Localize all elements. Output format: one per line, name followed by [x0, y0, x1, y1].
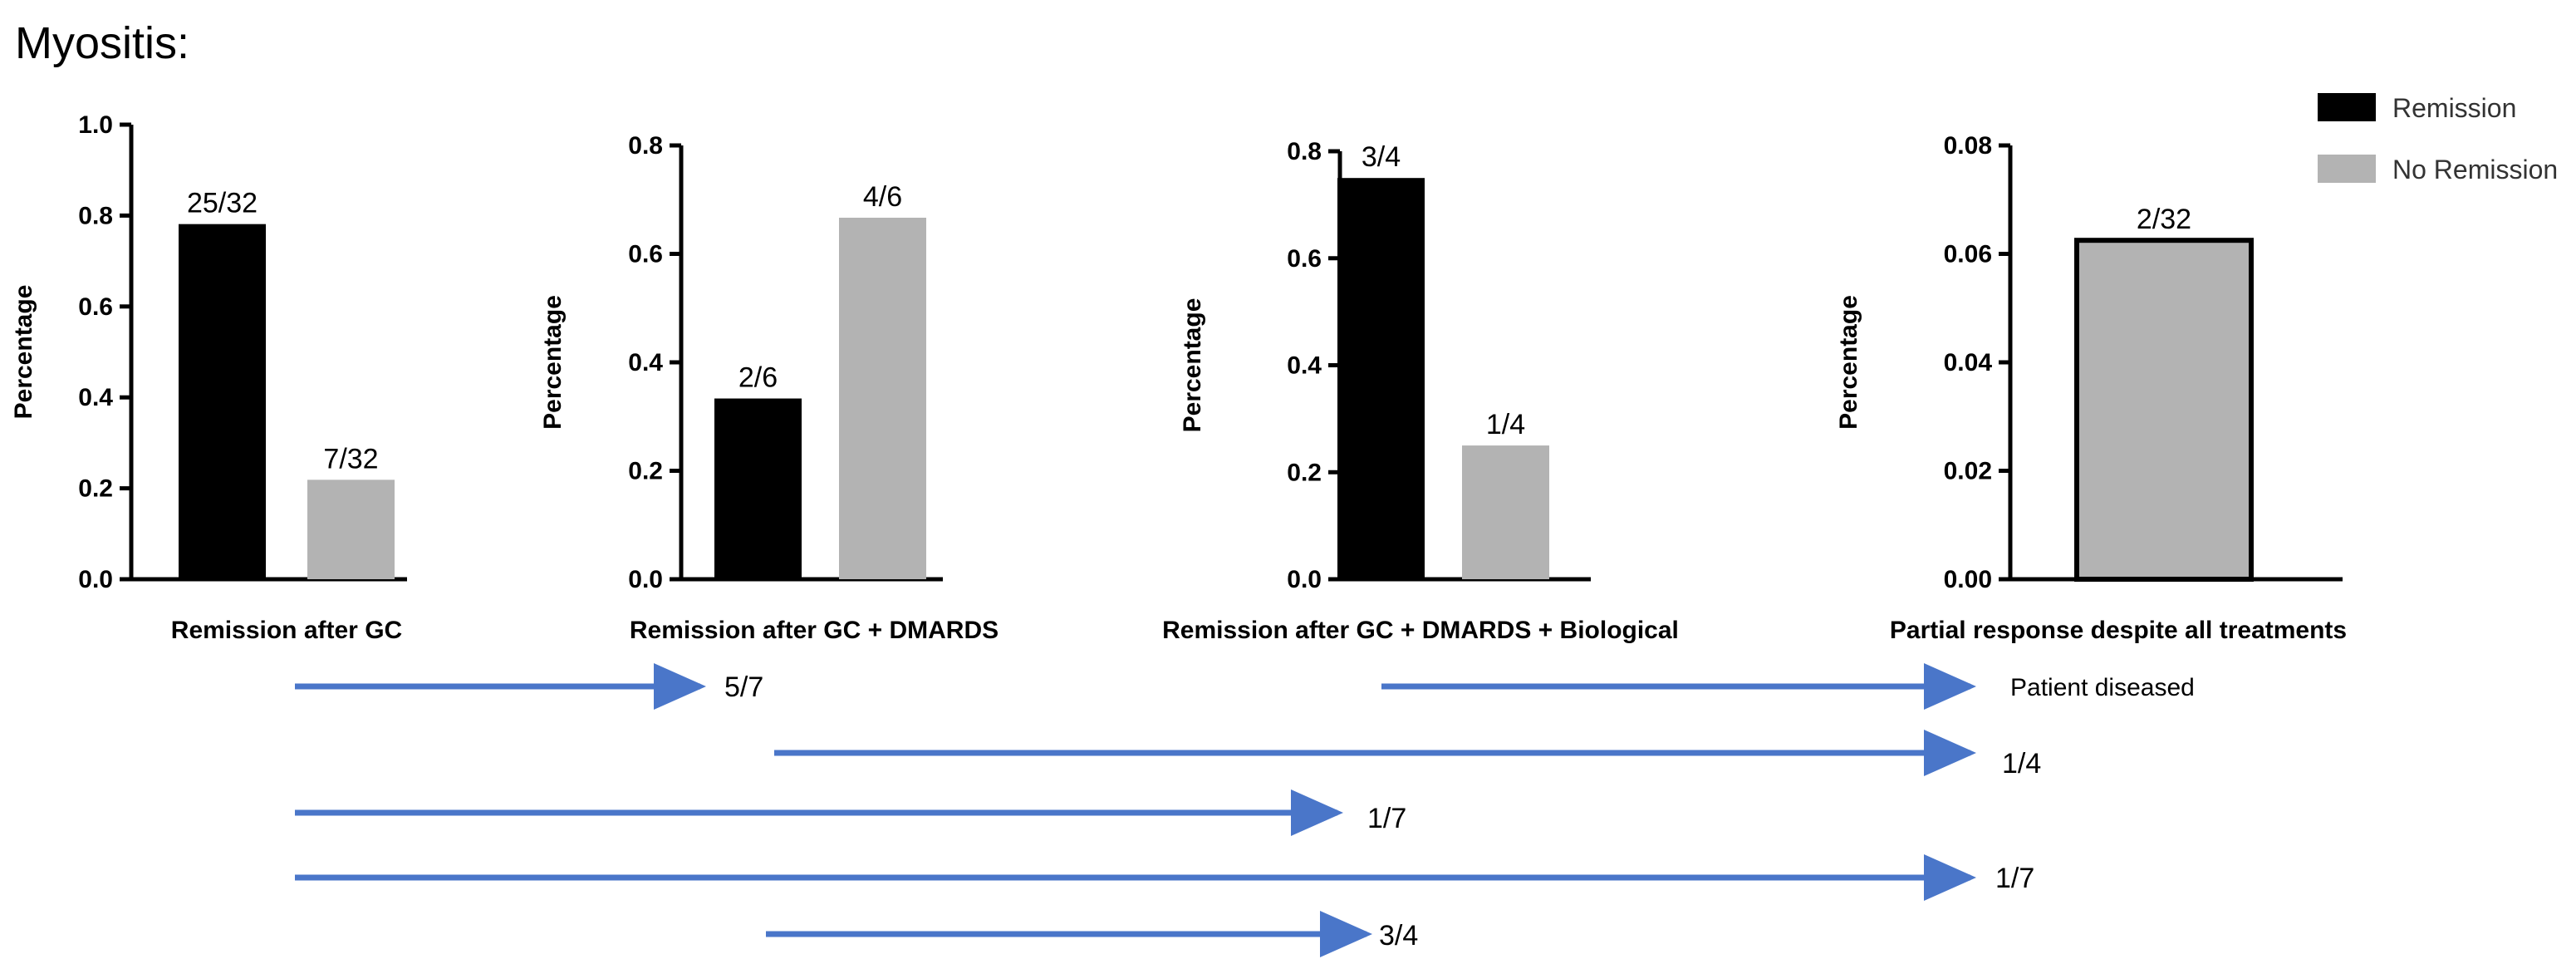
bar-data-label: 4/6 — [863, 181, 902, 213]
y-tick-label: 0.00 — [1944, 566, 1992, 593]
y-tick-label: 0.0 — [78, 566, 113, 593]
bar-remission — [179, 224, 266, 579]
chart-panel-1: 0.0 0.2 0.4 0.6 0.8 1.0 Percentage Remission af… — [10, 111, 407, 644]
chart-panel-4: 0.00 0.02 0.04 0.06 0.08 Percentage Partial re… — [1835, 132, 2347, 644]
y-tick-label: 0.8 — [628, 132, 663, 160]
legend-label-remission: Remission — [2392, 93, 2516, 123]
flow-arrow-2-label: Patient diseased — [2010, 674, 2195, 701]
y-axis-title: Percentage — [539, 295, 567, 430]
y-tick-label: 0.08 — [1944, 132, 1992, 160]
y-tick-label: 0.6 — [628, 241, 663, 268]
y-tick-label: 0.04 — [1944, 349, 1993, 376]
y-tick-label: 0.4 — [78, 384, 113, 411]
flow-arrows: 5/7 Patient diseased 1/4 1/7 1/7 3/4 — [295, 663, 2195, 957]
bar-data-label: 25/32 — [187, 188, 258, 219]
x-axis-title: Remission after GC + DMARDS — [630, 617, 999, 644]
y-tick-label: 0.2 — [78, 475, 113, 503]
bar-data-label: 3/4 — [1362, 141, 1401, 173]
y-tick-label: 0.0 — [628, 566, 663, 593]
y-tick-label: 0.8 — [78, 202, 113, 229]
legend-swatch-no-remission — [2318, 155, 2376, 183]
y-tick-label: 0.8 — [1287, 138, 1322, 165]
flow-arrow-3-label: 1/4 — [2002, 748, 2041, 779]
bar-data-label: 2/32 — [2137, 204, 2191, 235]
legend: Remission No Remission — [2318, 93, 2558, 184]
bar-no-remission — [839, 217, 926, 579]
bar-data-label: 7/32 — [323, 443, 378, 475]
bar-no-remission — [307, 480, 395, 579]
bar-data-label: 1/4 — [1486, 409, 1525, 440]
y-tick-label: 0.0 — [1287, 566, 1322, 593]
y-axis-title: Percentage — [1179, 298, 1206, 433]
y-axis-title: Percentage — [10, 285, 37, 420]
flow-arrow-6-label: 3/4 — [1379, 920, 1418, 952]
chart-panel-3: 0.0 0.2 0.4 0.6 0.8 Percentage Remission after… — [1162, 138, 1679, 644]
y-tick-label: 0.2 — [628, 458, 663, 485]
legend-swatch-remission — [2318, 93, 2376, 121]
x-axis-title: Partial response despite all treatments — [1890, 617, 2347, 644]
legend-item-remission: Remission — [2318, 93, 2516, 123]
y-tick-label: 0.6 — [1287, 245, 1322, 273]
x-axis-title: Remission after GC + DMARDS + Biological — [1162, 617, 1679, 644]
page-title: Myositis: — [15, 18, 189, 68]
y-tick-label: 0.2 — [1287, 459, 1322, 486]
legend-label-no-remission: No Remission — [2392, 155, 2558, 184]
flow-arrow-1-label: 5/7 — [724, 671, 763, 703]
y-tick-label: 1.0 — [78, 111, 113, 139]
bar-remission — [714, 398, 802, 579]
y-tick-label: 0.4 — [1287, 352, 1322, 380]
y-tick-label: 0.4 — [628, 349, 663, 376]
bar-data-label: 2/6 — [738, 362, 778, 394]
y-tick-label: 0.6 — [78, 293, 113, 321]
y-tick-label: 0.02 — [1944, 458, 1992, 485]
legend-item-no-remission: No Remission — [2318, 155, 2558, 184]
chart-panel-2: 0.0 0.2 0.4 0.6 0.8 Percentage Remission after… — [539, 132, 999, 644]
bar-remission — [1337, 178, 1425, 579]
y-axis-title: Percentage — [1835, 295, 1862, 430]
flow-arrow-5-label: 1/7 — [1995, 863, 2034, 894]
y-tick-label: 0.06 — [1944, 241, 1992, 268]
charts-layer: 0.0 0.2 0.4 0.6 0.8 1.0 Percentage Remission af… — [10, 111, 2347, 644]
flow-arrow-4-label: 1/7 — [1367, 803, 1406, 834]
bar-no-remission — [1462, 445, 1549, 579]
bar-no-remission — [2074, 238, 2254, 582]
x-axis-title: Remission after GC — [171, 617, 402, 644]
